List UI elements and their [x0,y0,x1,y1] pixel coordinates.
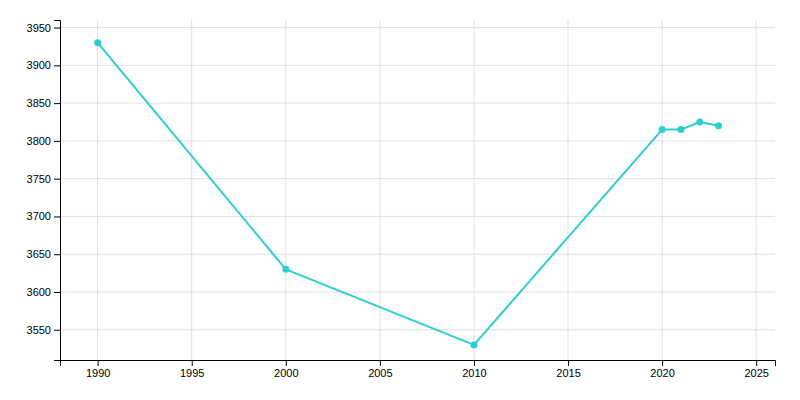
y-tick-label: 3650 [27,248,51,260]
grid-line-y [60,292,775,293]
x-tick-label: 2020 [650,367,674,379]
y-tick-label: 3800 [27,135,51,147]
y-tick-mark [54,330,60,331]
x-tick: 2025 [744,360,768,379]
y-tick-label: 3750 [27,173,51,185]
x-tick-label: 2015 [556,367,580,379]
grid-line-x [285,20,286,360]
y-tick: 3850 [27,97,60,109]
y-axis-line [54,21,61,361]
y-tick-label: 3850 [27,97,51,109]
x-tick-label: 2000 [274,367,298,379]
grid-line-y [60,254,775,255]
y-tick-mark [54,65,60,66]
grid-line-x [662,20,663,360]
x-tick: 1995 [180,360,204,379]
grid-line-x [191,20,192,360]
grid-line-y [60,103,775,104]
x-tick-mark [98,360,99,366]
point [715,122,722,129]
y-tick-label: 3550 [27,324,51,336]
plot-area: 1990 1995 2000 2005 2010 2015 2020 2025 3550 3600… [27,20,776,379]
x-axis: 1990 1995 2000 2005 2010 2015 2020 2025 [61,360,776,379]
point [94,39,101,46]
x-tick-mark [192,360,193,366]
y-tick: 3800 [27,135,60,147]
x-tick-mark [662,360,663,366]
grid-line-y [60,27,775,28]
chart-svg: 1990 1995 2000 2005 2010 2015 2020 2025 3550 3600… [0,0,800,400]
grid [60,20,775,360]
x-tick: 2015 [556,360,580,379]
y-tick-mark [54,216,60,217]
grid-line-x [97,20,98,360]
x-tick-label: 1990 [86,367,110,379]
x-tick: 2000 [274,360,298,379]
y-tick: 3650 [27,248,60,260]
x-tick-label: 2025 [744,367,768,379]
y-tick-label: 3600 [27,286,51,298]
y-tick-mark [54,141,60,142]
y-tick-mark [54,103,60,104]
y-axis: 3550 3600 3650 3700 3750 3800 3850 3900 3950 [27,21,61,361]
x-tick-label: 1995 [180,367,204,379]
x-tick-mark [286,360,287,366]
point [677,126,684,133]
x-tick-label: 2005 [368,367,392,379]
y-tick: 3750 [27,173,60,185]
x-tick-mark [474,360,475,366]
grid-line-y [60,329,775,330]
y-tick: 3700 [27,210,60,222]
x-tick-mark [756,360,757,366]
y-tick-mark [54,254,60,255]
grid-line-x [379,20,380,360]
chart-container: 1990 1995 2000 2005 2010 2015 2020 2025 3550 3600… [0,0,800,400]
grid-line-x [473,20,474,360]
grid-line-y [60,178,775,179]
x-tick: 2020 [650,360,674,379]
grid-line-y [60,65,775,66]
x-axis-line [61,361,776,367]
point [470,341,477,348]
y-tick: 3600 [27,286,60,298]
y-tick-label: 3900 [27,59,51,71]
x-tick: 1990 [86,360,110,379]
x-tick-mark [380,360,381,366]
grid-line-x [568,20,569,360]
y-tick: 3550 [27,324,60,336]
point [659,126,666,133]
y-tick-mark [54,292,60,293]
x-tick: 2010 [462,360,486,379]
y-tick: 3900 [27,59,60,71]
y-tick-label: 3700 [27,210,51,222]
x-tick-label: 2010 [462,367,486,379]
point [696,119,703,126]
series [94,39,722,348]
grid-line-y [60,216,775,217]
y-tick-label: 3950 [27,22,51,34]
grid-line-y [60,140,775,141]
point [282,266,289,273]
x-tick: 2005 [368,360,392,379]
y-tick-mark [54,179,60,180]
y-tick-mark [54,28,60,29]
grid-line-x [756,20,757,360]
line [98,43,719,345]
y-tick: 3950 [27,22,60,34]
x-tick-mark [568,360,569,366]
